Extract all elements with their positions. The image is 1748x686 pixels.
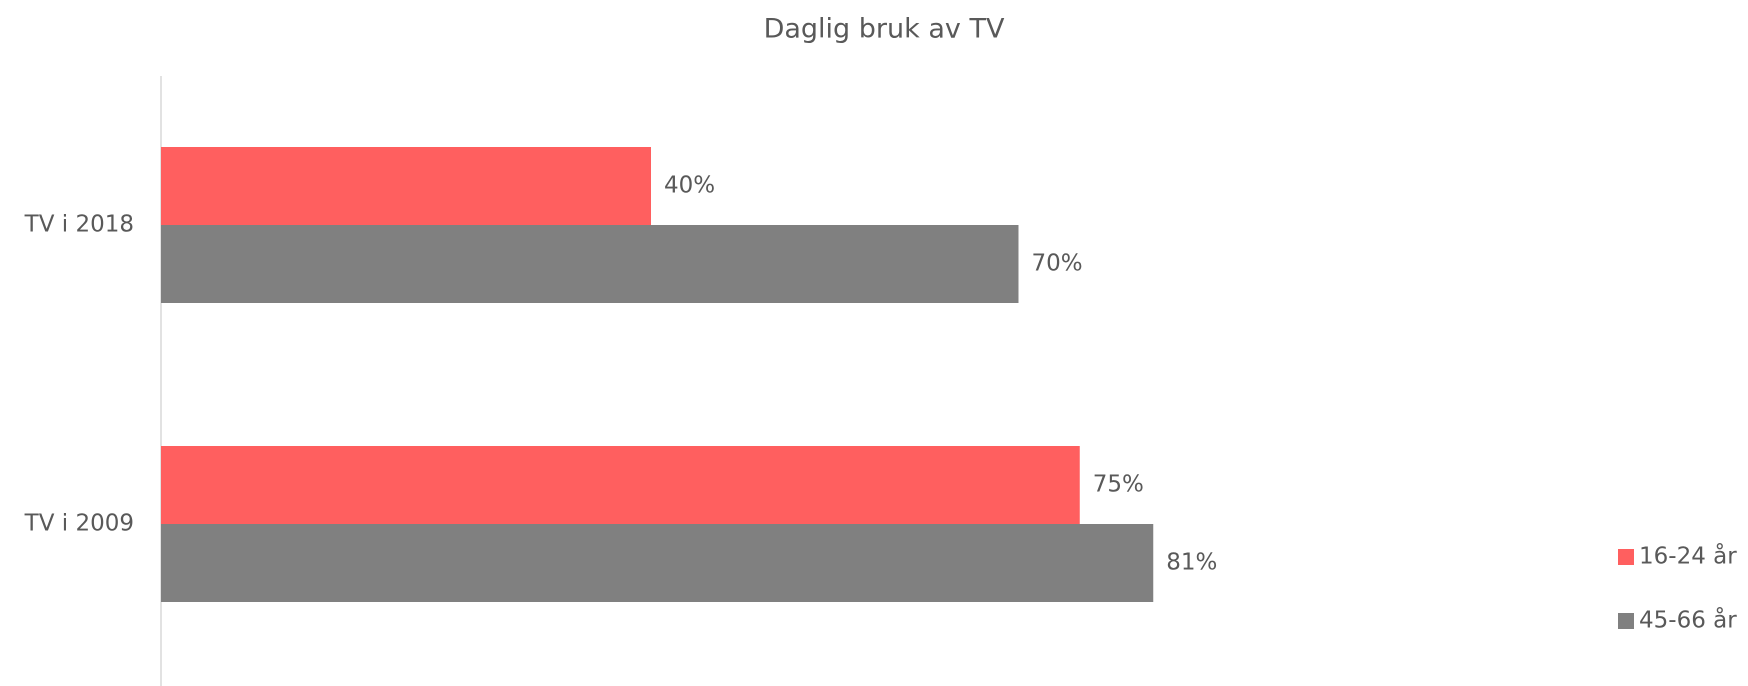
data-label: 40% bbox=[664, 173, 715, 199]
category-label: TV i 2018 bbox=[24, 212, 134, 238]
bar bbox=[161, 225, 1019, 303]
legend-swatch bbox=[1618, 613, 1634, 629]
bar bbox=[161, 446, 1080, 524]
category-label: TV i 2009 bbox=[24, 511, 134, 537]
chart-title: Daglig bruk av TV bbox=[764, 14, 1005, 45]
bar bbox=[161, 147, 651, 225]
legend-label: 16-24 år bbox=[1639, 542, 1737, 570]
data-label: 70% bbox=[1032, 251, 1083, 277]
legend-swatch bbox=[1618, 549, 1634, 565]
legend-label: 45-66 år bbox=[1639, 606, 1737, 634]
data-label: 81% bbox=[1166, 550, 1217, 576]
bar bbox=[161, 524, 1154, 602]
data-label: 75% bbox=[1093, 472, 1144, 498]
